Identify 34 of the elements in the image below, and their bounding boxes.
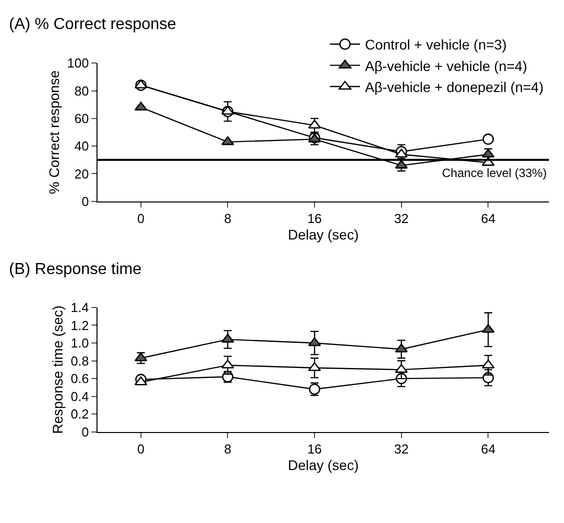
x-tick-label: 0	[137, 442, 145, 456]
legend-label: Aβ-vehicle + donepezil (n=4)	[365, 78, 544, 95]
x-tick-label: 8	[224, 442, 232, 456]
y-tick-label: 1.0	[70, 336, 89, 351]
x-axis-title: Delay (sec)	[288, 226, 359, 242]
x-axis-title: Delay (sec)	[288, 456, 359, 473]
y-tick-label: 80	[74, 83, 89, 98]
x-tick-label: 32	[394, 442, 409, 456]
x-tick-label: 64	[480, 211, 496, 226]
chart-title: (A) % Correct response	[9, 16, 176, 33]
y-tick-label: 0	[82, 194, 89, 209]
x-tick-label: 8	[224, 211, 232, 226]
ref-line-label: Chance level (33%)	[442, 166, 547, 180]
x-tick-label: 64	[480, 442, 496, 456]
x-tick-label: 16	[307, 442, 322, 456]
x-tick-label: 32	[394, 211, 409, 226]
y-tick-label: 1.4	[70, 300, 89, 315]
y-axis-title: Response time (sec)	[49, 305, 66, 434]
y-tick-label: 0.6	[70, 371, 89, 386]
y-tick-label: 0	[82, 424, 89, 440]
y-tick-label: 100	[67, 56, 89, 71]
y-tick-label: 0.8	[70, 353, 89, 368]
y-tick-label: 60	[74, 110, 89, 126]
y-axis-title: % Correct response	[46, 70, 62, 194]
y-tick-label: 20	[74, 166, 89, 182]
chart-title: (B) Response time	[9, 261, 142, 278]
y-tick-label: 40	[74, 138, 89, 154]
x-tick-label: 16	[307, 211, 322, 226]
x-tick-label: 0	[137, 211, 145, 226]
legend-label: Control + vehicle (n=3)	[365, 36, 507, 53]
y-tick-label: 0.2	[70, 406, 89, 422]
legend-label: Aβ-vehicle + vehicle (n=4)	[365, 58, 528, 74]
y-tick-label: 1.2	[70, 318, 89, 333]
y-tick-label: 0.4	[70, 388, 89, 404]
